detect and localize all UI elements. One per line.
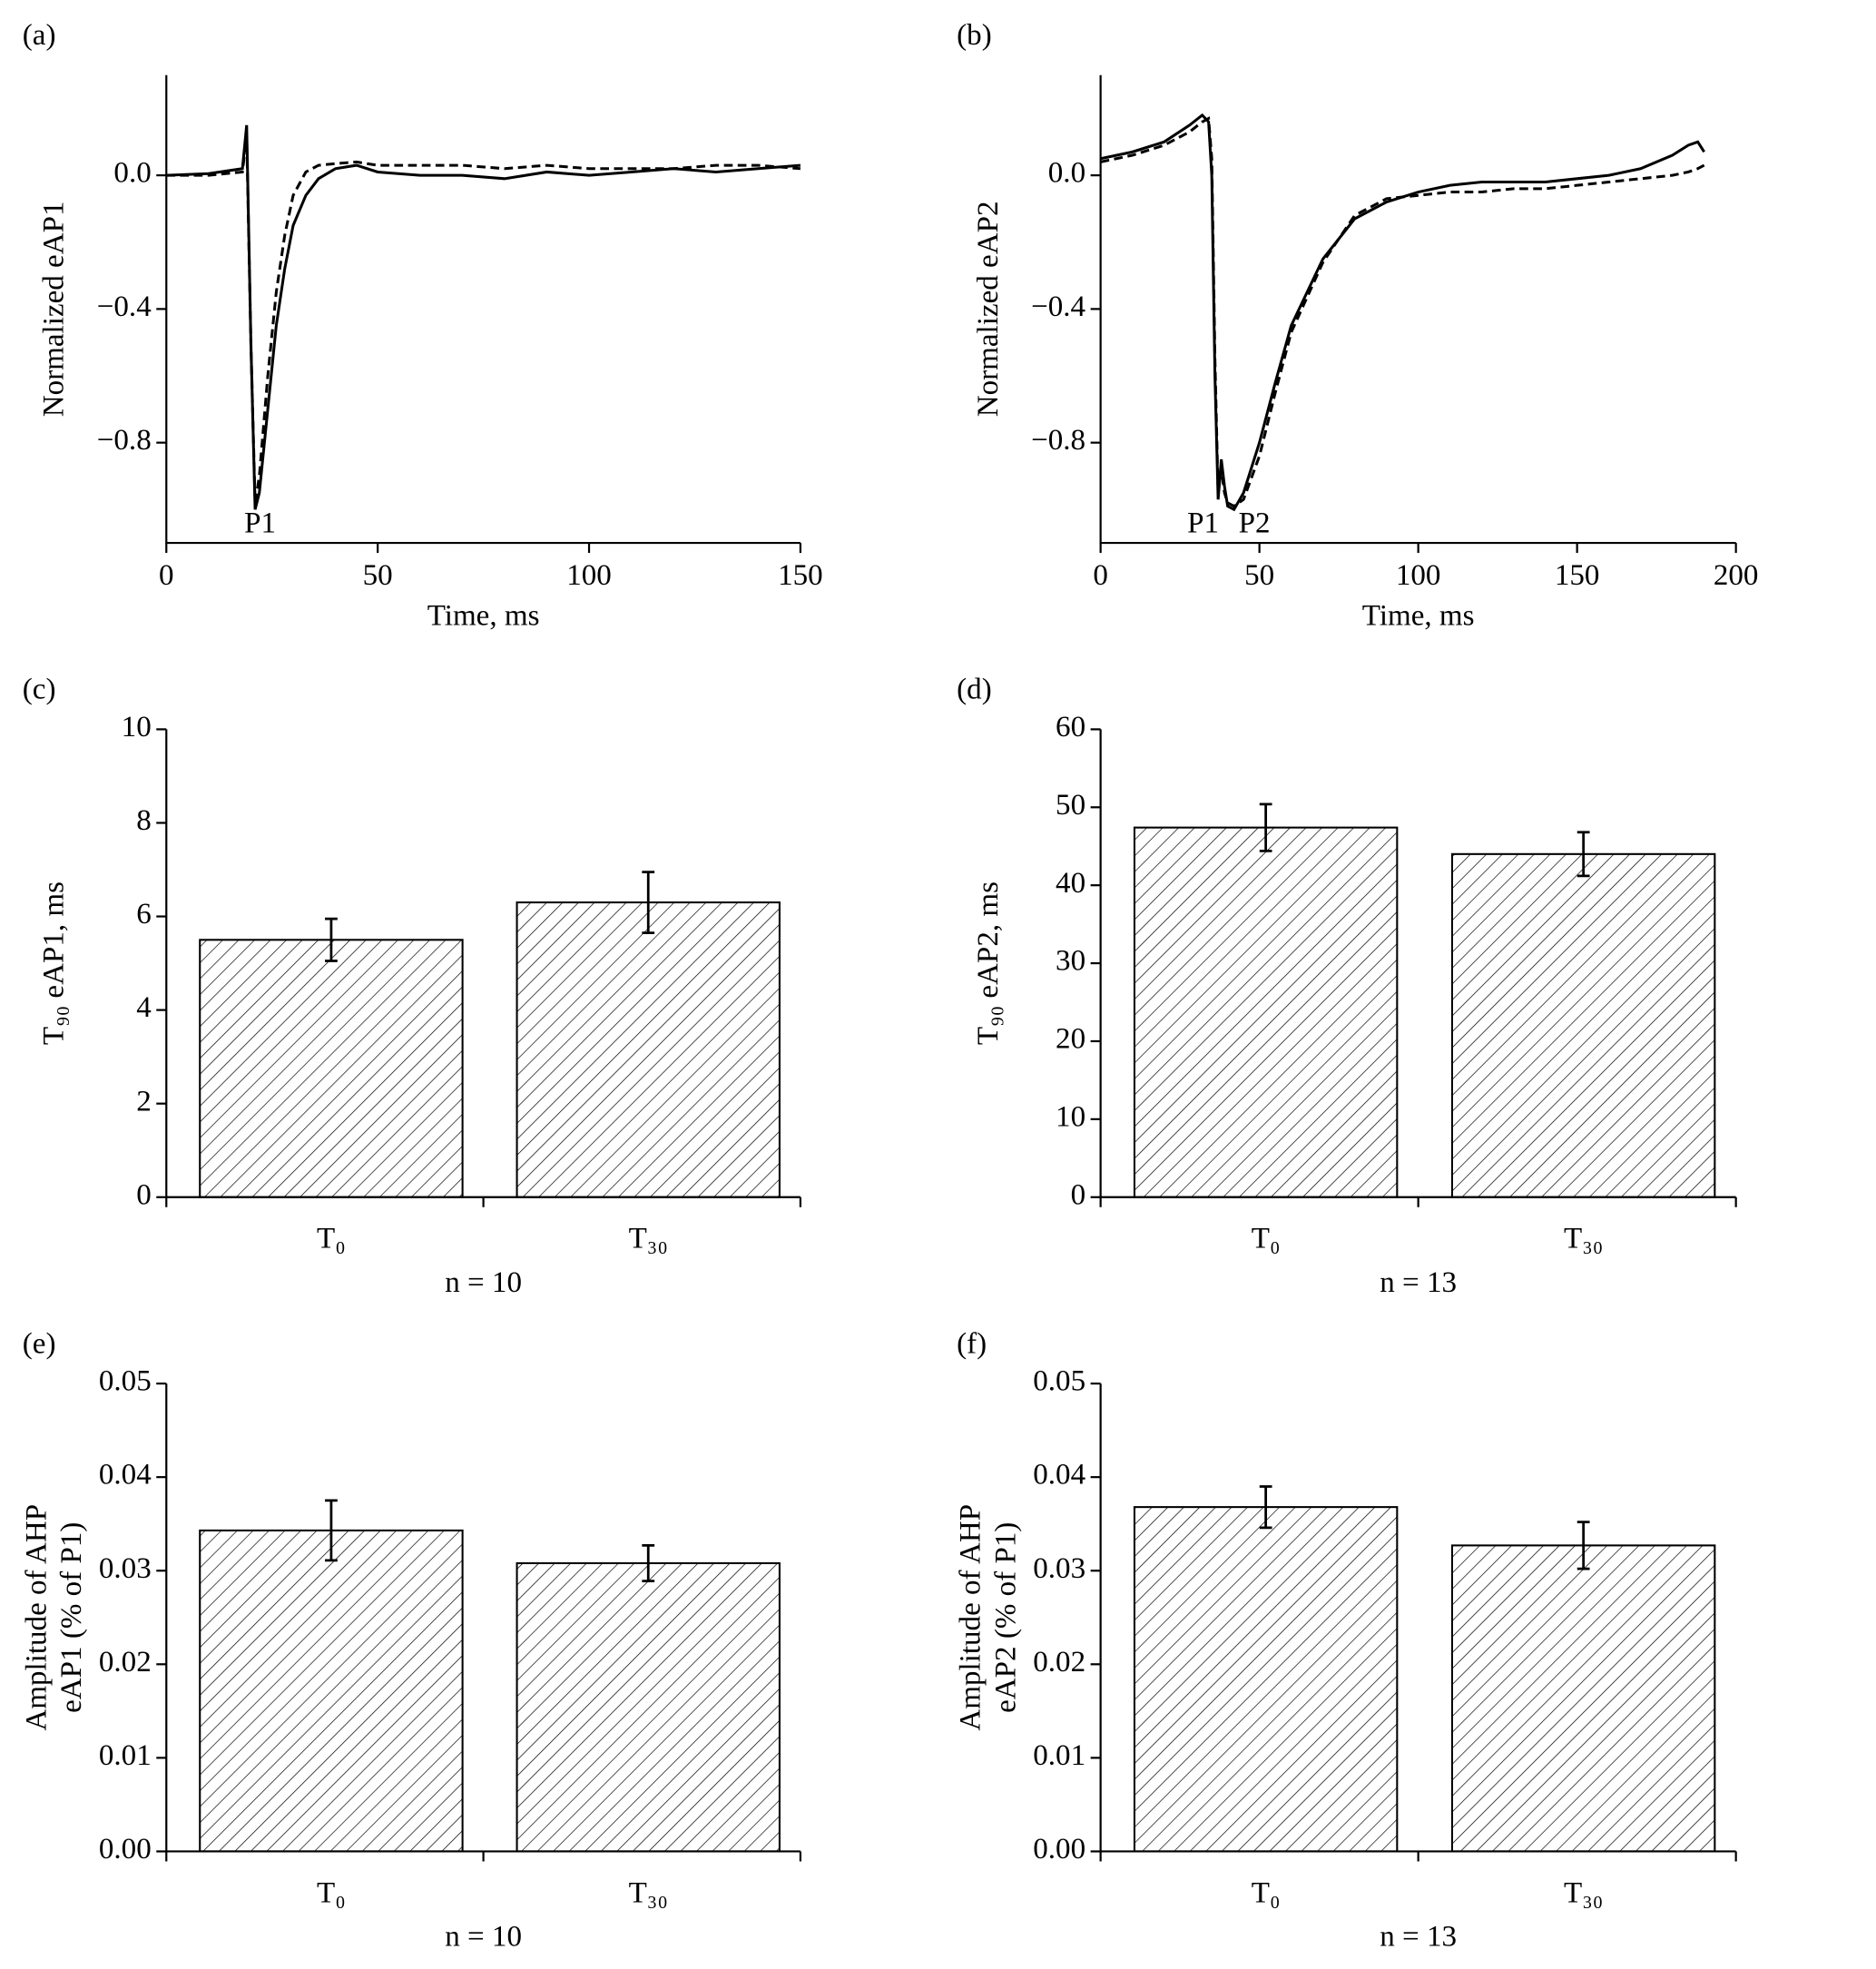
bar — [516, 901, 781, 1198]
x-tick-label: 150 — [1555, 559, 1600, 592]
bar — [1133, 1506, 1399, 1853]
y-tick-label: 0 — [136, 1178, 152, 1211]
error-bar — [642, 871, 655, 934]
x-tick-label: 50 — [363, 559, 393, 592]
y-tick-label: 0.00 — [1033, 1833, 1085, 1866]
y-tick-label: −0.8 — [1031, 424, 1085, 457]
x-tick-label: 100 — [1396, 559, 1441, 592]
y-tick-label: 10 — [1056, 1100, 1085, 1133]
panel-label: (a) — [23, 19, 56, 52]
error-bar — [1576, 831, 1590, 878]
y-tick-label: 20 — [1056, 1023, 1085, 1056]
x-tick-label: 0 — [159, 559, 174, 592]
bar — [1450, 1544, 1716, 1853]
bar — [1450, 852, 1716, 1198]
x-tick-label: T₃₀ — [629, 1223, 668, 1255]
bar — [516, 1561, 781, 1853]
x-tick-label: T₃₀ — [1564, 1223, 1603, 1255]
error-bar — [1576, 1521, 1590, 1570]
x-tick-label: T₀ — [317, 1876, 346, 1909]
y-tick-label: 2 — [136, 1085, 152, 1117]
y-tick-label: 0.02 — [1033, 1646, 1085, 1679]
y-tick-label: 10 — [122, 711, 152, 743]
y-axis-label: Amplitude of AHP — [20, 1504, 53, 1731]
y-tick-label: −0.8 — [97, 424, 152, 457]
x-tick-label: 0 — [1093, 559, 1108, 592]
x-tick-label: T₀ — [1252, 1223, 1281, 1255]
y-tick-label: 0.0 — [113, 157, 151, 190]
y-tick-label: 60 — [1056, 711, 1085, 743]
axes — [1099, 74, 1736, 545]
error-bar — [1259, 802, 1272, 852]
error-bar — [325, 1499, 338, 1562]
y-tick-label: −0.4 — [97, 290, 152, 323]
x-axis-label: n = 13 — [1380, 1266, 1457, 1299]
y-tick-label: 30 — [1056, 945, 1085, 978]
y-tick-label: 0.04 — [1033, 1459, 1085, 1492]
y-axis-label: T₉₀ eAP1, ms — [38, 881, 71, 1045]
x-axis-label: n = 10 — [445, 1266, 522, 1299]
y-tick-label: 50 — [1056, 789, 1085, 822]
panel-label: (c) — [23, 674, 56, 706]
panel-label: (f) — [957, 1327, 987, 1360]
y-tick-label: 0.01 — [1033, 1739, 1085, 1772]
x-tick-label: 100 — [566, 559, 612, 592]
x-tick-label: 200 — [1714, 559, 1759, 592]
y-axis-label: Normalized eAP2 — [972, 201, 1005, 417]
x-axis-label: Time, ms — [427, 599, 540, 632]
y-tick-label: 40 — [1056, 867, 1085, 900]
trace — [1100, 116, 1705, 508]
panel-label: (e) — [23, 1327, 56, 1360]
x-tick-label: T₀ — [1252, 1876, 1281, 1909]
y-tick-label: 0.01 — [99, 1739, 152, 1772]
error-bar — [642, 1544, 655, 1582]
y-tick-label: 0.0 — [1048, 157, 1085, 190]
bar — [199, 939, 464, 1198]
y-axis-label: T₉₀ eAP2, ms — [972, 881, 1005, 1045]
bar — [1133, 826, 1399, 1198]
trace — [1100, 113, 1705, 512]
x-axis-label: n = 10 — [445, 1921, 522, 1954]
trace — [166, 134, 801, 504]
y-axis-label: Normalized eAP1 — [38, 201, 71, 417]
y-axis-label: eAP2 (% of P1) — [989, 1522, 1022, 1713]
y-tick-label: 6 — [136, 898, 152, 930]
x-tick-label: T₃₀ — [1564, 1876, 1603, 1909]
bar — [199, 1529, 464, 1853]
y-tick-label: 8 — [136, 804, 152, 837]
y-tick-label: 0.04 — [99, 1459, 152, 1492]
x-tick-label: 150 — [778, 559, 823, 592]
error-bar — [325, 917, 338, 962]
y-tick-label: 0.03 — [1033, 1552, 1085, 1585]
panel-label: (b) — [957, 19, 992, 52]
x-tick-label: T₃₀ — [629, 1876, 668, 1909]
y-axis-label: eAP1 (% of P1) — [55, 1522, 88, 1713]
x-tick-label: T₀ — [317, 1223, 346, 1255]
y-tick-label: 0 — [1071, 1178, 1086, 1211]
y-tick-label: 4 — [136, 991, 152, 1024]
x-axis-label: Time, ms — [1362, 599, 1475, 632]
y-tick-label: −0.4 — [1031, 290, 1085, 323]
y-tick-label: 0.05 — [99, 1365, 152, 1398]
y-axis-label: Amplitude of AHP — [955, 1504, 987, 1731]
y-tick-label: 0.05 — [1033, 1365, 1085, 1398]
trace — [166, 124, 801, 510]
y-tick-label: 0.00 — [99, 1833, 152, 1866]
y-tick-label: 0.02 — [99, 1646, 152, 1679]
y-tick-label: 0.03 — [99, 1552, 152, 1585]
error-bar — [1259, 1485, 1272, 1530]
annotation: P1 — [1187, 507, 1219, 539]
annotation: P1 — [244, 507, 276, 539]
panel-label: (d) — [957, 674, 992, 706]
x-axis-label: n = 13 — [1380, 1921, 1457, 1954]
x-tick-label: 50 — [1244, 559, 1274, 592]
annotation: P2 — [1239, 507, 1271, 539]
